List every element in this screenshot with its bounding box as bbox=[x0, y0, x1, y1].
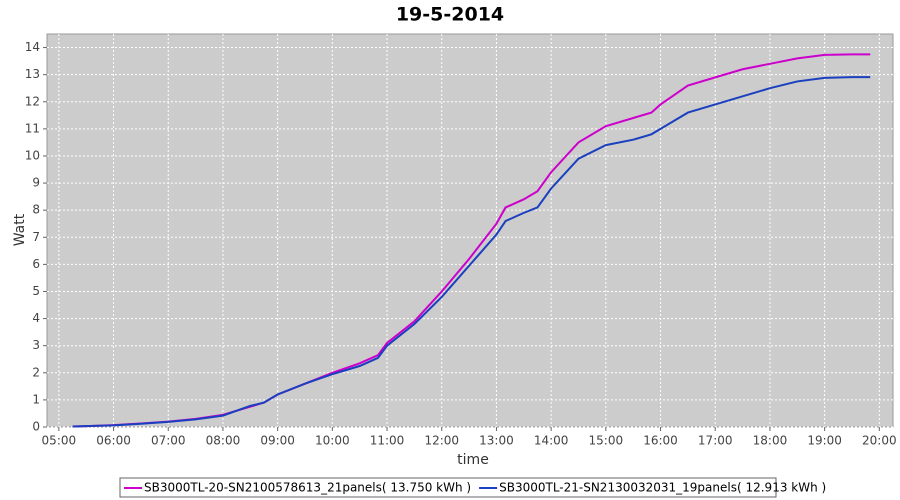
y-tick-label: 5 bbox=[32, 284, 40, 298]
x-tick-label: 19:00 bbox=[807, 434, 842, 448]
y-tick-label: 8 bbox=[32, 203, 40, 217]
x-tick-label: 08:00 bbox=[206, 434, 241, 448]
y-tick-label: 9 bbox=[32, 176, 40, 190]
y-axis-label: Watt bbox=[12, 213, 28, 246]
x-tick-label: 14:00 bbox=[534, 434, 569, 448]
y-tick-label: 1 bbox=[32, 392, 40, 406]
y-tick-label: 3 bbox=[32, 338, 40, 352]
x-tick-label: 16:00 bbox=[643, 434, 678, 448]
legend-box bbox=[119, 477, 777, 498]
y-tick-label: 10 bbox=[25, 148, 40, 162]
y-tick-label: 11 bbox=[25, 121, 40, 135]
legend-label: SB3000TL-21-SN2130032031_19panels( 12.91… bbox=[499, 481, 826, 495]
y-tick-label: 4 bbox=[32, 311, 40, 325]
x-tick-label: 06:00 bbox=[96, 434, 131, 448]
y-tick-label: 14 bbox=[25, 40, 40, 54]
x-tick-label: 20:00 bbox=[862, 434, 897, 448]
x-tick-label: 09:00 bbox=[260, 434, 295, 448]
y-tick-label: 7 bbox=[32, 230, 40, 244]
y-tick-label: 13 bbox=[25, 67, 40, 81]
chart-title: 19-5-2014 bbox=[396, 4, 504, 26]
y-tick-label: 2 bbox=[32, 365, 40, 379]
x-tick-label: 17:00 bbox=[698, 434, 733, 448]
x-tick-label: 13:00 bbox=[479, 434, 514, 448]
plot-area bbox=[46, 33, 894, 428]
y-tick-label: 12 bbox=[25, 94, 40, 108]
x-tick-label: 05:00 bbox=[42, 434, 77, 448]
y-tick-label: 0 bbox=[32, 420, 40, 434]
x-tick-label: 15:00 bbox=[589, 434, 624, 448]
x-axis-label: time bbox=[457, 452, 489, 468]
series-line bbox=[72, 76, 871, 428]
x-tick-label: 18:00 bbox=[753, 434, 788, 448]
legend-label: SB3000TL-20-SN2100578613_21panels( 13.75… bbox=[144, 481, 471, 495]
x-tick-label: 12:00 bbox=[424, 434, 459, 448]
y-tick-label: 6 bbox=[32, 257, 40, 271]
x-tick-label: 07:00 bbox=[151, 434, 186, 448]
x-tick-label: 10:00 bbox=[315, 434, 350, 448]
x-tick-label: 11:00 bbox=[370, 434, 405, 448]
